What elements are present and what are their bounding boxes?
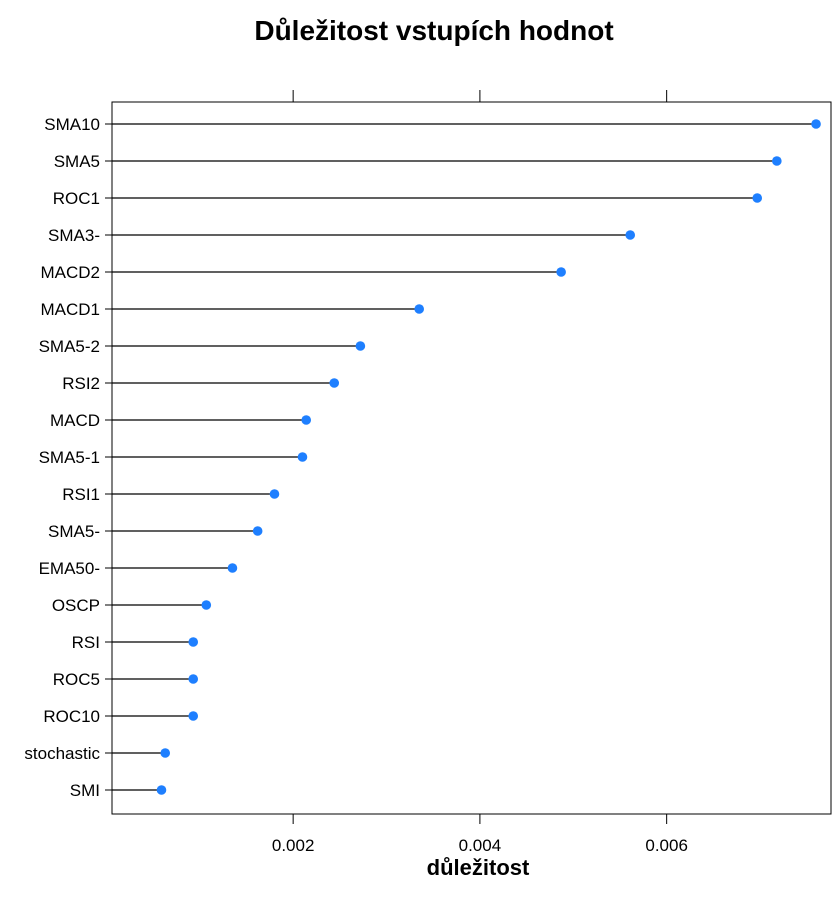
category-label: SMA3-	[48, 226, 100, 245]
category-label: MACD	[50, 411, 100, 430]
category-label: SMA5-2	[39, 337, 100, 356]
value-point	[201, 600, 212, 610]
category-label: RSI1	[62, 485, 100, 504]
value-point	[811, 119, 821, 129]
x-tick-label: 0.004	[459, 836, 502, 855]
category-label: SMA5-1	[39, 448, 100, 467]
category-label: ROC10	[43, 707, 100, 726]
value-point	[227, 563, 238, 573]
value-point	[269, 489, 280, 499]
value-point	[414, 304, 425, 314]
plot-rows: SMA10 SMA5 ROC1 SMA3- MACD2 MACD1 SMA5-2 RSI2 MA…	[24, 115, 821, 800]
category-label: RSI	[72, 633, 100, 652]
value-point	[297, 452, 308, 462]
category-label: SMA10	[44, 115, 100, 134]
category-label: ROC5	[53, 670, 100, 689]
value-point	[556, 267, 566, 277]
chart-title: Důležitost vstupích hodnot	[254, 15, 613, 46]
category-label: SMI	[70, 781, 100, 800]
value-point	[160, 748, 171, 758]
value-point	[752, 193, 763, 203]
category-label: SMA5	[54, 152, 100, 171]
value-point	[188, 711, 199, 721]
value-point	[252, 526, 263, 536]
category-label: MACD1	[40, 300, 100, 319]
x-tick-label: 0.006	[645, 836, 688, 855]
value-point	[156, 785, 167, 795]
value-point	[188, 674, 199, 684]
category-label: SMA5-	[48, 522, 100, 541]
category-label: ROC1	[53, 189, 100, 208]
category-label: MACD2	[40, 263, 100, 282]
x-tick-label: 0.002	[272, 836, 315, 855]
value-point	[625, 230, 636, 240]
category-label: EMA50-	[39, 559, 100, 578]
value-point	[301, 415, 312, 425]
value-point	[772, 156, 782, 166]
plot-frame	[111, 101, 832, 815]
category-label: stochastic	[24, 744, 100, 763]
value-point	[355, 341, 366, 351]
category-label: OSCP	[52, 596, 100, 615]
value-point	[329, 378, 340, 388]
x-axis-label: důležitost	[427, 855, 530, 880]
x-axis: 0.002 0.004 0.006	[272, 90, 688, 855]
value-point	[188, 637, 199, 647]
category-label: RSI2	[62, 374, 100, 393]
